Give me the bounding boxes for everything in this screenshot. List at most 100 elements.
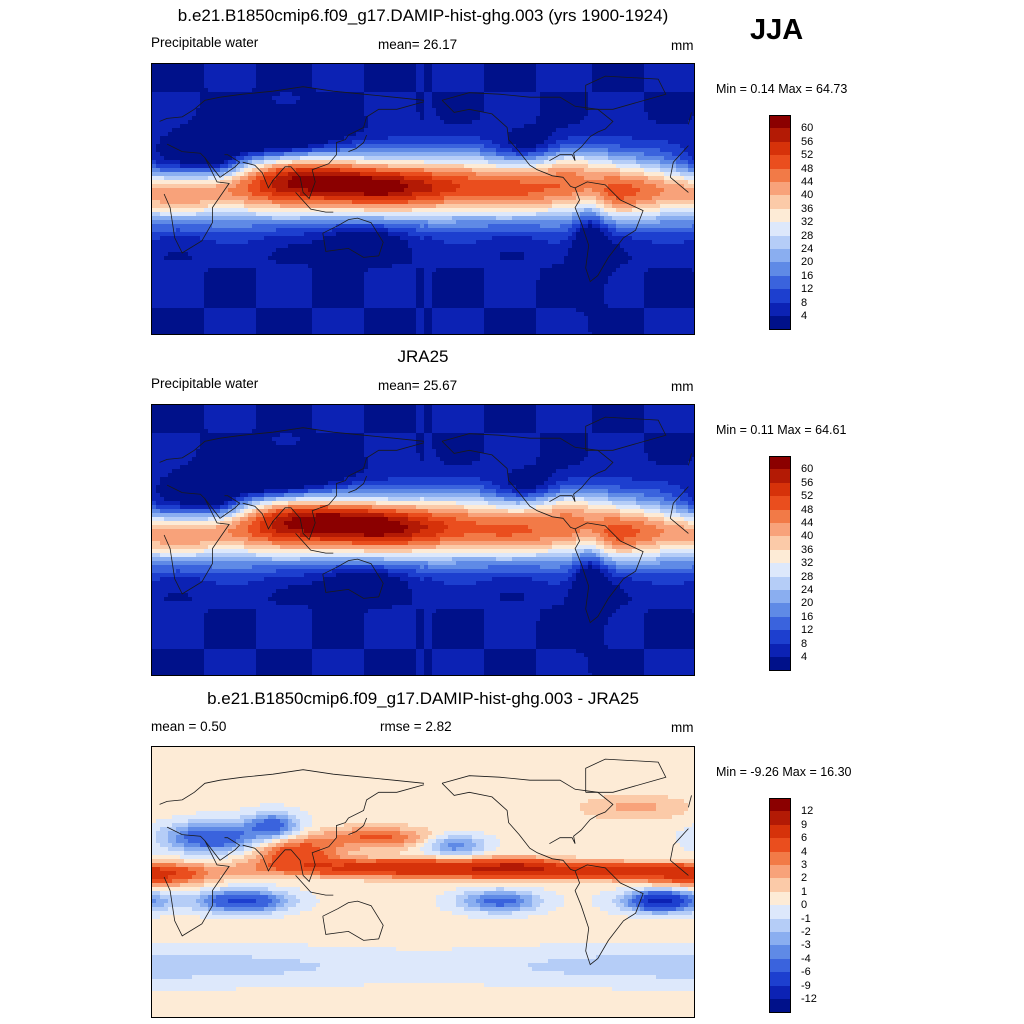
colorbar-swatch bbox=[769, 536, 791, 551]
colorbar-tick-label: 16 bbox=[801, 270, 813, 282]
coastline bbox=[670, 176, 689, 193]
coastline bbox=[669, 145, 689, 178]
min-max-text: Min = 0.11 Max = 64.61 bbox=[716, 423, 846, 437]
coastline bbox=[688, 112, 692, 125]
colorbar-swatch bbox=[769, 603, 791, 618]
colorbar-swatch bbox=[769, 168, 791, 183]
colorbar-tick-label: 60 bbox=[801, 464, 813, 475]
colorbar-swatch bbox=[769, 972, 791, 987]
colorbar-tick-label: 9 bbox=[801, 819, 807, 831]
coastline bbox=[204, 495, 241, 519]
colorbar-tick-label: 36 bbox=[801, 544, 813, 556]
colorbar-swatch bbox=[769, 469, 791, 484]
colorbar-tick-label: 20 bbox=[801, 598, 813, 609]
colorbar-tick-label: -6 bbox=[801, 967, 811, 978]
coastline bbox=[348, 134, 367, 152]
colorbar-tick-label: 2 bbox=[801, 873, 807, 884]
colorbar-swatch bbox=[769, 932, 791, 946]
min-max-text: Min = -9.26 Max = 16.30 bbox=[716, 765, 852, 779]
coastline bbox=[159, 86, 425, 122]
colorbar-swatch bbox=[769, 811, 791, 826]
colorbar-tick-label: 48 bbox=[801, 163, 813, 175]
colorbar-tick-label: 32 bbox=[801, 217, 813, 228]
colorbar-tick-label: 12 bbox=[801, 806, 813, 817]
colorbar-swatch bbox=[769, 643, 791, 658]
coastline bbox=[670, 517, 689, 534]
colorbar-swatch bbox=[769, 235, 791, 250]
coastline bbox=[159, 427, 425, 463]
colorbar-swatch bbox=[769, 905, 791, 920]
colorbar-tick-label: 4 bbox=[801, 846, 807, 858]
colorbar-swatch bbox=[769, 824, 791, 839]
panel-mean: mean= 25.67 bbox=[378, 378, 457, 393]
coastline bbox=[322, 900, 384, 941]
colorbar-swatch bbox=[769, 141, 791, 156]
coastline bbox=[585, 758, 667, 793]
colorbar-tick-label: -4 bbox=[801, 953, 811, 965]
colorbar-swatch bbox=[769, 509, 791, 524]
coastline bbox=[688, 795, 692, 808]
colorbar-swatch bbox=[769, 523, 791, 537]
coastline bbox=[295, 875, 334, 896]
colorbar-tick-label: 0 bbox=[801, 900, 807, 911]
colorbar-swatch bbox=[769, 128, 791, 143]
map-field bbox=[152, 405, 694, 675]
colorbar-tick-label: -3 bbox=[801, 940, 811, 951]
panel-title: b.e21.B1850cmip6.f09_g17.DAMIP-hist-ghg.… bbox=[151, 689, 695, 709]
colorbar-swatch bbox=[769, 262, 791, 277]
colorbar-tick-label: 12 bbox=[801, 284, 813, 295]
colorbar-swatch bbox=[769, 302, 791, 317]
map-field bbox=[152, 64, 694, 334]
panel-title: JRA25 bbox=[151, 347, 695, 367]
colorbar-swatch bbox=[769, 838, 791, 853]
colorbar-tick-label: 3 bbox=[801, 860, 807, 871]
colorbar-tick-label: 12 bbox=[801, 625, 813, 636]
colorbar-tick-label: 28 bbox=[801, 230, 813, 242]
panel-units: mm bbox=[671, 379, 694, 394]
coastline bbox=[163, 143, 230, 254]
colorbar-tick-label: 44 bbox=[801, 518, 813, 529]
colorbar-tick-label: 6 bbox=[801, 833, 807, 844]
map-field bbox=[152, 747, 694, 1017]
colorbar-tick-label: 16 bbox=[801, 611, 813, 623]
colorbar-swatch bbox=[769, 918, 791, 933]
coastline bbox=[159, 769, 425, 805]
panel-units: mm bbox=[671, 720, 694, 735]
panel-left-label: Precipitable water bbox=[151, 35, 258, 50]
coastline bbox=[322, 217, 384, 258]
coastline bbox=[574, 864, 644, 966]
colorbar-swatch bbox=[769, 590, 791, 604]
colorbar-tick-label: 44 bbox=[801, 177, 813, 188]
colorbar-swatch bbox=[769, 945, 791, 960]
colorbar-swatch bbox=[769, 616, 791, 631]
coastline bbox=[574, 522, 644, 624]
colorbar-swatch bbox=[769, 878, 791, 893]
colorbar-tick-label: 52 bbox=[801, 491, 813, 502]
colorbar-tick-label: 56 bbox=[801, 477, 813, 489]
contour-field bbox=[152, 405, 694, 675]
coastline bbox=[348, 817, 367, 835]
colorbar-tick-label: -12 bbox=[801, 994, 817, 1005]
coastline bbox=[441, 433, 614, 503]
colorbar-swatch bbox=[769, 563, 791, 578]
colorbar-swatch bbox=[769, 891, 791, 906]
coastline bbox=[204, 837, 241, 861]
colorbar-swatch bbox=[769, 798, 791, 812]
coastline bbox=[688, 453, 692, 466]
colorbar-swatch bbox=[769, 985, 791, 1000]
colorbar-tick-label: 20 bbox=[801, 257, 813, 268]
coastline bbox=[669, 486, 689, 519]
difference-map bbox=[151, 746, 695, 1018]
contour-field bbox=[152, 747, 694, 1017]
colorbar-swatch bbox=[769, 851, 791, 866]
colorbar-swatch bbox=[769, 999, 791, 1013]
colorbar-swatch bbox=[769, 496, 791, 511]
colorbar-swatch bbox=[769, 316, 791, 330]
coastline bbox=[669, 828, 689, 861]
colorbar-tick-label: 8 bbox=[801, 638, 807, 650]
colorbar-tick-label: 60 bbox=[801, 123, 813, 134]
colorbar-tick-label: -9 bbox=[801, 980, 811, 992]
coastline bbox=[348, 475, 367, 493]
colorbar-swatch bbox=[769, 275, 791, 290]
colorbar-swatch bbox=[769, 865, 791, 879]
